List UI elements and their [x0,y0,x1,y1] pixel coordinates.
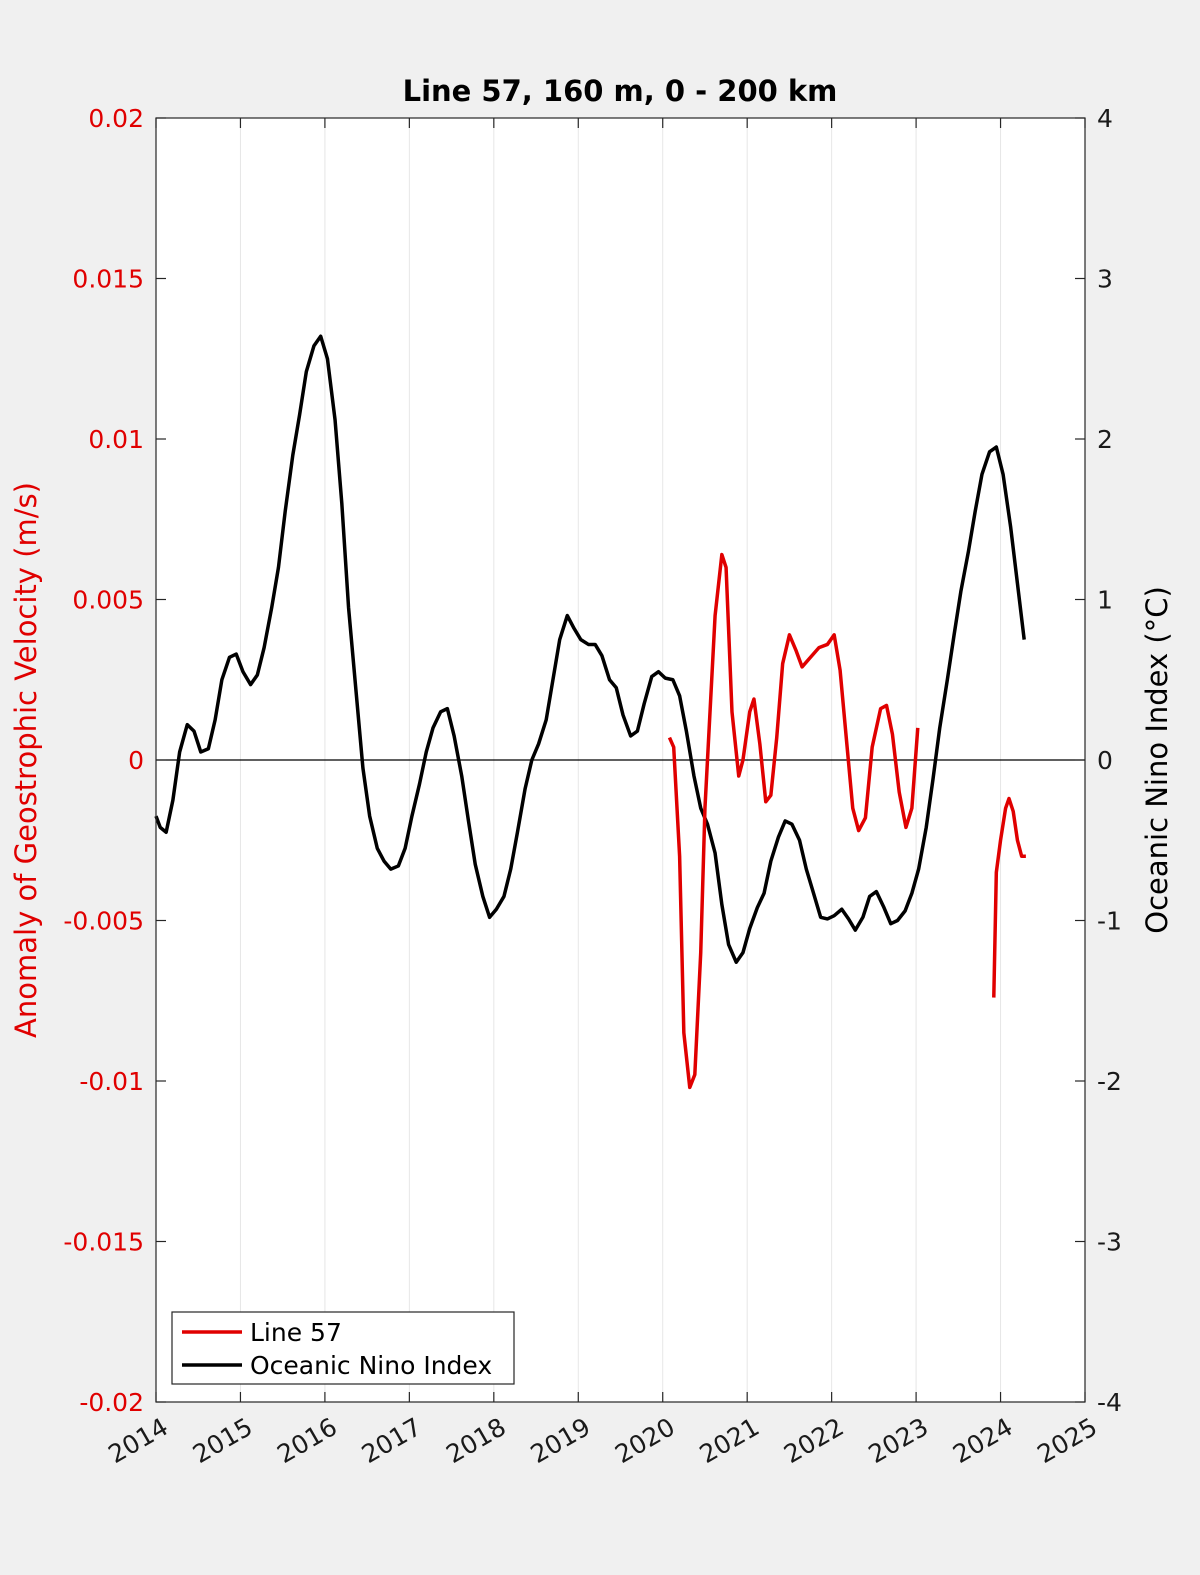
left-tick-label: 0.015 [72,265,144,294]
x-tick-label: 2017 [357,1412,427,1469]
right-tick-label: -3 [1097,1228,1122,1257]
left-tick-label: 0.005 [72,586,144,615]
series-layer [154,334,1026,1090]
x-tick-label: 2020 [610,1412,680,1469]
legend-box [171,1311,515,1385]
left-axis-label: Anomaly of Geostrophic Velocity (m/s) [9,482,43,1038]
right-tick-label: 2 [1097,425,1113,454]
x-tick-label: 2022 [779,1412,849,1469]
legend-label-line57: Line 57 [250,1318,342,1347]
right-tick-label: 1 [1097,586,1113,615]
left-tick-label: 0 [128,746,144,775]
x-tick-label: 2019 [526,1412,596,1469]
left-axis: 0.02 0.015 0.01 0.005 0 -0.005 -0.01 -0.015 -0.0… [63,104,166,1417]
right-tick-label: 0 [1097,746,1113,775]
x-tick-label: 2025 [1032,1412,1102,1469]
left-tick-label: -0.01 [79,1067,144,1096]
right-tick-label: -4 [1097,1388,1122,1417]
x-tick-label: 2024 [948,1412,1018,1469]
right-tick-label: -1 [1097,907,1122,936]
left-tick-label: 0.02 [88,104,144,133]
x-tick-label: 2016 [272,1412,342,1469]
x-tick-label: 2021 [695,1412,765,1469]
series-line-line57-segment-1 [667,552,920,1090]
x-tick-label: 2023 [863,1412,933,1469]
left-tick-label: -0.02 [79,1388,144,1417]
right-tick-label: 4 [1097,104,1113,133]
legend-label-oni: Oceanic Nino Index [250,1351,492,1380]
series-line-line57-segment-2 [992,796,1026,998]
legend: Line 57 Oceanic Nino Index [171,1311,515,1385]
right-axis: 4 3 2 1 0 -1 -2 -3 -4 [1075,104,1122,1417]
left-tick-label: -0.005 [63,907,144,936]
right-axis-label: Oceanic Nino Index (°C) [1140,586,1174,934]
left-tick-label: 0.01 [88,425,144,454]
series-line-oni [154,334,1026,964]
chart-title: Line 57, 160 m, 0 - 200 km [403,74,838,108]
left-tick-label: -0.015 [63,1228,144,1257]
right-tick-label: 3 [1097,265,1113,294]
x-tick-label: 2015 [188,1412,258,1469]
x-tick-label: 2018 [441,1412,511,1469]
right-tick-label: -2 [1097,1067,1122,1096]
x-tick-label: 2014 [103,1412,173,1469]
